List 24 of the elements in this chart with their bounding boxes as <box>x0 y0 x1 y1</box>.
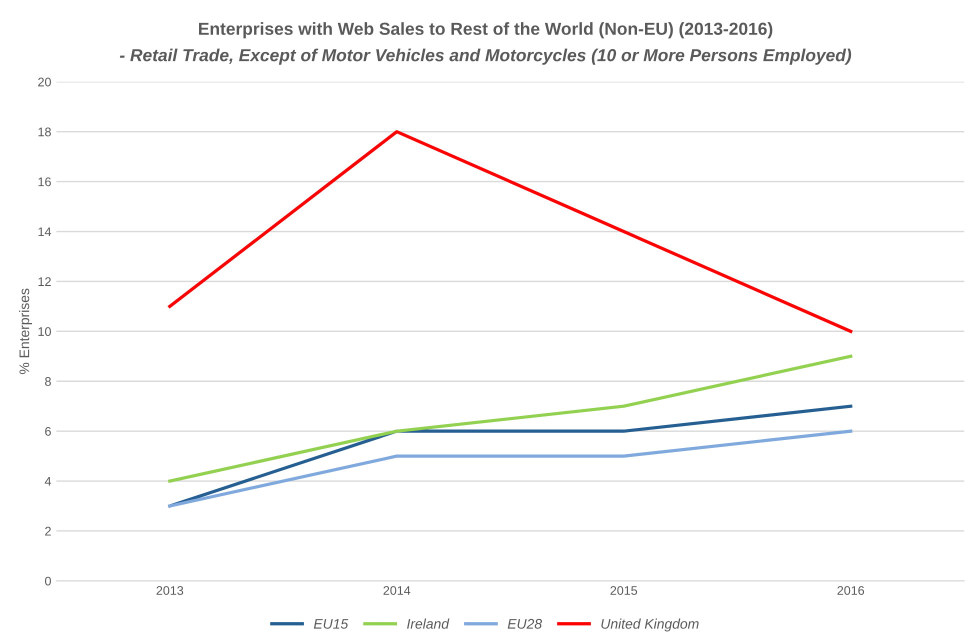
y-tick-label: 2 <box>45 526 51 536</box>
y-tick-label: 14 <box>38 227 52 236</box>
chart-subtitle: - Retail Trade, Except of Motor Vehicles and Motorcycles (10 or More Persons Employed) <box>120 48 852 65</box>
y-tick-label: 16 <box>38 177 51 186</box>
legend-label: United Kingdom <box>601 618 699 632</box>
y-tick-label: 18 <box>38 128 51 136</box>
legend-label: EU15 <box>314 619 348 629</box>
line-series <box>168 354 852 483</box>
x-tick-label: 2016 <box>837 586 864 595</box>
y-tick-label: 8 <box>45 377 51 386</box>
y-tick-label: 0 <box>44 576 51 586</box>
line-series <box>168 130 852 333</box>
legend-label: Ireland <box>407 618 450 629</box>
y-tick-label: 12 <box>38 277 51 286</box>
y-tick-label: 10 <box>38 327 51 336</box>
x-tick-label: 2014 <box>384 586 410 595</box>
x-tick-label: 2015 <box>610 586 638 595</box>
chart-title: Enterprises with Web Sales to Rest of the World (Non-EU) (2013-2016) <box>199 22 772 38</box>
x-tick-label: 2013 <box>156 586 184 595</box>
y-tick-label: 4 <box>44 477 52 486</box>
y-tick-label: 20 <box>38 78 51 86</box>
legend-label: EU28 <box>508 618 542 629</box>
y-axis-title: % Enterprises <box>19 288 32 374</box>
y-tick-label: 6 <box>45 426 51 436</box>
